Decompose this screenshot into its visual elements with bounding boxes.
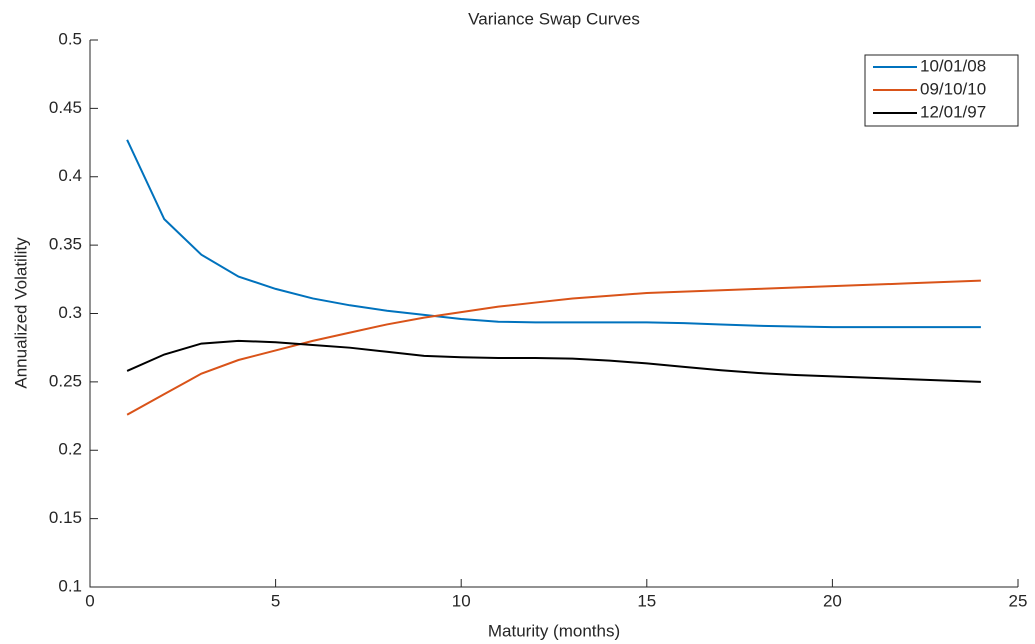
x-tick-label: 15 — [637, 591, 656, 610]
y-tick-label: 0.3 — [58, 303, 82, 322]
series-line — [126, 139, 981, 329]
x-tick-label: 10 — [452, 591, 471, 610]
y-tick-label: 0.45 — [49, 98, 82, 117]
y-tick-label: 0.4 — [58, 166, 82, 185]
x-axis-label: Maturity (months) — [488, 621, 620, 640]
chart-title: Variance Swap Curves — [468, 9, 640, 28]
y-tick-label: 0.2 — [58, 440, 82, 459]
x-tick-label: 5 — [271, 591, 280, 610]
y-tick-label: 0.35 — [49, 235, 82, 254]
series-line — [126, 339, 981, 383]
x-tick-label: 20 — [823, 591, 842, 610]
legend-label: 12/01/97 — [920, 102, 986, 121]
y-tick-label: 0.15 — [49, 508, 82, 527]
y-tick-label: 0.5 — [58, 29, 82, 48]
y-tick-label: 0.25 — [49, 371, 82, 390]
y-axis-label: Annualized Volatility — [11, 237, 30, 389]
legend-label: 10/01/08 — [920, 56, 986, 75]
series-line — [126, 279, 981, 416]
x-tick-label: 25 — [1009, 591, 1028, 610]
x-tick-label: 0 — [85, 591, 94, 610]
y-tick-label: 0.1 — [58, 576, 82, 595]
legend-label: 09/10/10 — [920, 79, 986, 98]
